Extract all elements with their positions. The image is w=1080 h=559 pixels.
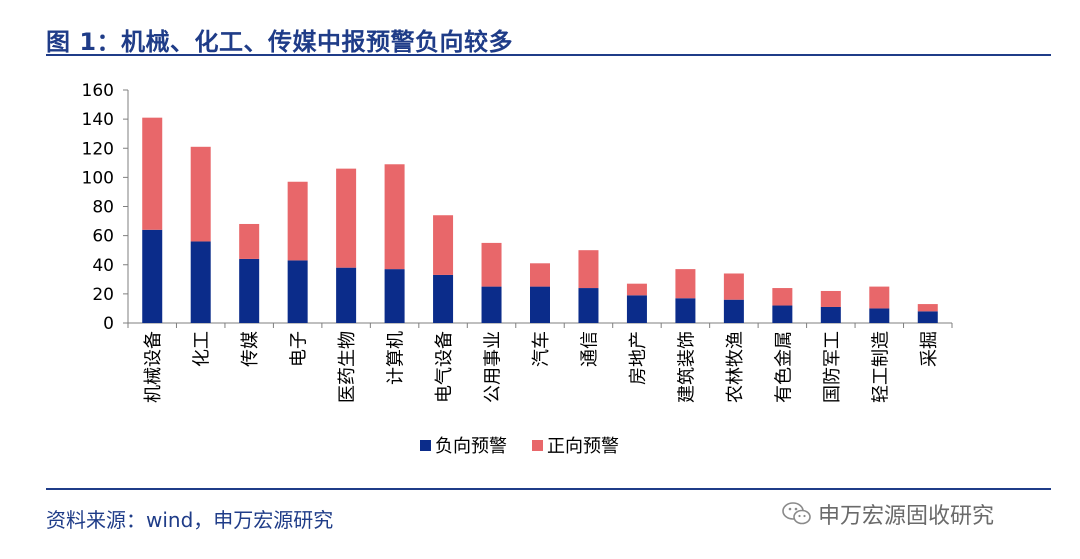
x-category-label: 电气设备	[434, 331, 455, 403]
x-category-label: 汽车	[531, 331, 552, 367]
bar-positive	[336, 168, 357, 268]
y-tick-label: 0	[103, 314, 114, 334]
bar-positive	[190, 146, 211, 242]
x-category-label: 通信	[579, 331, 600, 367]
x-category-label: 轻工制造	[870, 331, 891, 403]
bar-negative	[433, 274, 454, 323]
bar-positive	[530, 263, 550, 287]
x-category-label: 医药生物	[337, 331, 358, 403]
source-note: 资料来源：wind，申万宏源研究	[46, 508, 334, 532]
bar-negative	[481, 286, 502, 323]
bar-positive	[869, 286, 890, 309]
bar-positive	[626, 283, 647, 296]
bar-positive	[239, 223, 260, 259]
bar-negative	[384, 269, 405, 323]
legend-swatch	[532, 440, 543, 451]
y-tick-label: 160	[82, 81, 114, 101]
bar-positive	[772, 288, 793, 306]
bar-positive	[142, 117, 163, 230]
bar-negative	[336, 267, 357, 323]
y-tick-label: 60	[92, 227, 114, 247]
top-divider	[46, 54, 1051, 56]
x-category-label: 传媒	[240, 331, 261, 367]
bar-negative	[772, 305, 793, 323]
y-tick-label: 140	[82, 110, 114, 130]
x-category-label: 房地产	[628, 331, 649, 385]
x-category-label: 有色金属	[773, 331, 794, 403]
x-category-label: 化工	[192, 331, 213, 367]
watermark: 申万宏源固收研究	[782, 498, 994, 530]
x-category-label: 农林牧渔	[725, 331, 746, 403]
bar-positive	[481, 242, 502, 287]
bottom-divider	[46, 488, 1051, 490]
bar-negative	[723, 299, 744, 323]
bar-negative	[287, 260, 308, 323]
chart-title: 图 1：机械、化工、传媒中报预警负向较多	[46, 28, 514, 56]
legend-label: 正向预警	[547, 436, 619, 457]
wechat-icon	[782, 502, 811, 525]
bar-positive	[433, 215, 454, 275]
x-category-label: 公用事业	[483, 331, 504, 403]
bar-positive	[675, 269, 696, 299]
x-category-label: 计算机	[386, 331, 407, 385]
bar-negative	[869, 308, 890, 323]
y-tick-label: 20	[92, 285, 114, 305]
y-tick-label: 120	[82, 139, 114, 159]
x-category-label: 国防军工	[822, 331, 843, 403]
y-tick-label: 80	[92, 198, 114, 218]
bar-negative	[578, 288, 599, 323]
bar-negative	[190, 241, 211, 323]
y-tick-label: 40	[92, 256, 114, 276]
bar-positive	[820, 290, 841, 307]
y-tick-label: 100	[82, 168, 114, 188]
bar-positive	[917, 304, 938, 312]
bar-positive	[578, 250, 599, 289]
x-category-label: 采掘	[919, 331, 940, 367]
x-category-label: 建筑装饰	[676, 331, 697, 403]
bar-negative	[820, 306, 841, 323]
legend-swatch	[420, 440, 431, 451]
bar-negative	[142, 229, 163, 323]
bar-negative	[530, 286, 550, 323]
bar-positive	[287, 181, 308, 261]
bar-negative	[626, 295, 647, 323]
x-category-label: 机械设备	[143, 331, 164, 403]
bar-negative	[917, 311, 938, 323]
bar-positive	[384, 164, 405, 270]
bar-negative	[239, 258, 260, 323]
bar-negative	[675, 298, 696, 323]
x-category-label: 电子	[289, 331, 310, 367]
stacked-bar-chart: 0 20 40 60 80 100 120 140 160 机械设备 化工 传媒 电子 医药生物 计算机 电气…	[82, 81, 953, 457]
bar-positive	[723, 273, 744, 300]
watermark-text: 申万宏源固收研究	[818, 504, 995, 529]
legend-label: 负向预警	[435, 436, 507, 457]
